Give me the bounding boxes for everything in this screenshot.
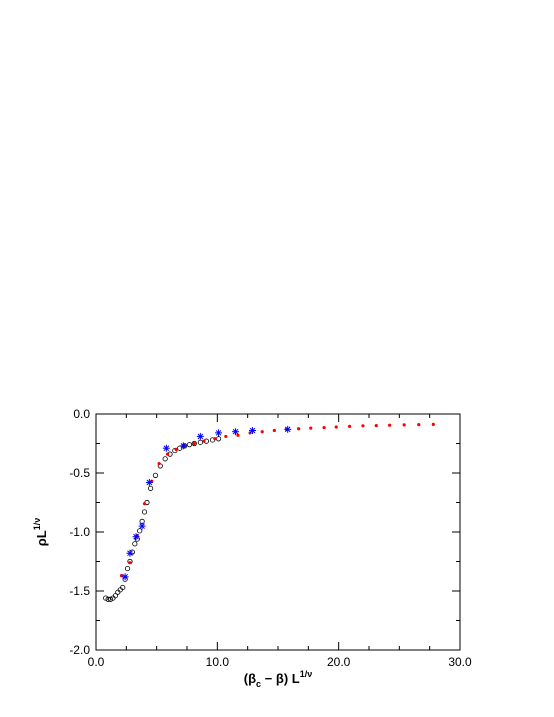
data-point-circle bbox=[103, 595, 109, 601]
data-point-dot bbox=[128, 561, 132, 565]
data-point-circle bbox=[112, 593, 119, 599]
data-point-circle bbox=[162, 456, 168, 462]
data-point-asterisk bbox=[215, 429, 223, 437]
data-point-circle bbox=[132, 541, 138, 547]
data-point-dot bbox=[272, 428, 276, 433]
data-point-asterisk bbox=[145, 478, 153, 486]
data-point-dot bbox=[374, 423, 378, 428]
x-axis-label: (βc − β) L1/ν bbox=[244, 669, 312, 689]
data-point-circle bbox=[215, 436, 222, 442]
x-tick-label: 10.0 bbox=[206, 655, 230, 669]
data-point-dot bbox=[361, 424, 365, 428]
data-point-circle bbox=[107, 596, 114, 602]
data-point-circle bbox=[191, 440, 197, 447]
y-tick-label: -1.0 bbox=[69, 525, 90, 539]
data-point-circle bbox=[152, 472, 159, 478]
data-point-dot bbox=[236, 433, 240, 437]
data-point-asterisk bbox=[126, 549, 134, 557]
data-point-asterisk bbox=[121, 573, 129, 581]
data-point-dot bbox=[322, 425, 326, 430]
data-point-circle bbox=[137, 528, 143, 534]
data-point-dot bbox=[213, 437, 217, 441]
data-point-asterisk bbox=[232, 428, 240, 436]
plot-border bbox=[95, 413, 461, 651]
data-point-dot bbox=[388, 423, 392, 427]
data-point-circle bbox=[141, 509, 148, 515]
data-point-circle bbox=[148, 485, 154, 491]
data-point-dot bbox=[334, 425, 338, 429]
x-tick-label: 0.0 bbox=[88, 655, 105, 669]
y-tick-label: -2.0 bbox=[69, 643, 90, 657]
data-point-dot bbox=[417, 423, 421, 427]
data-point-asterisk bbox=[132, 533, 140, 541]
y-tick-label: -0.5 bbox=[69, 466, 90, 480]
data-point-asterisk bbox=[138, 522, 146, 530]
x-tick-label: 20.0 bbox=[327, 655, 351, 669]
data-point-asterisk bbox=[284, 425, 292, 433]
data-point-dot bbox=[431, 422, 435, 426]
data-point-dot bbox=[297, 427, 301, 431]
data-point-asterisk bbox=[162, 444, 170, 452]
data-point-asterisk bbox=[196, 432, 204, 440]
data-point-dot bbox=[260, 430, 264, 434]
data-points bbox=[103, 422, 435, 602]
data-point-circle bbox=[197, 439, 203, 445]
data-point-dot bbox=[347, 424, 352, 428]
data-point-circle bbox=[124, 565, 131, 572]
data-point-circle bbox=[177, 445, 183, 451]
data-point-dot bbox=[402, 423, 406, 427]
data-point-dot bbox=[309, 426, 313, 430]
data-point-dot bbox=[157, 461, 161, 466]
data-point-asterisk bbox=[179, 442, 187, 450]
data-point-asterisk bbox=[249, 427, 257, 435]
data-point-dot bbox=[174, 447, 178, 451]
data-point-circle bbox=[120, 584, 126, 591]
y-tick-label: 0.0 bbox=[73, 407, 90, 421]
data-point-dot bbox=[202, 439, 206, 443]
data-point-dot bbox=[142, 502, 147, 506]
x-tick-label: 30.0 bbox=[448, 655, 472, 669]
y-tick-label: -1.5 bbox=[69, 584, 90, 598]
data-point-dot bbox=[192, 441, 196, 446]
data-point-circle bbox=[186, 442, 193, 448]
axis-ticks: 0.0 10.0 20.0 30.0 0.0 -0.5 -1.0 -1.5 -2.0 bbox=[69, 407, 472, 669]
data-point-circle bbox=[105, 596, 111, 602]
data-point-dot bbox=[165, 452, 170, 456]
data-point-dot bbox=[224, 434, 228, 439]
y-axis-label: ρL1/ν bbox=[32, 518, 49, 547]
plot-frame bbox=[95, 413, 461, 651]
